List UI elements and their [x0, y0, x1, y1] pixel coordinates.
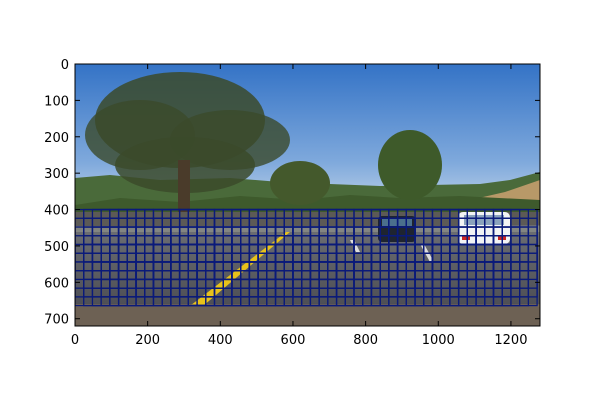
y-tick-label: 300 [44, 167, 69, 182]
y-tick-label: 500 [44, 240, 69, 255]
search-window-grid [75, 208, 538, 307]
white-lane-mark [350, 240, 360, 252]
y-tick-label: 400 [44, 204, 69, 219]
x-tick-label: 400 [208, 333, 233, 348]
x-tick-label: 0 [71, 333, 79, 348]
x-tick-label: 1200 [494, 333, 527, 348]
search-window [501, 270, 538, 307]
x-tick-label: 200 [135, 333, 160, 348]
road-scene-photo [75, 64, 540, 326]
x-axis: 0 200 400 600 800 1000 1200 [71, 64, 527, 348]
center-tree [270, 161, 330, 205]
y-tick-label: 0 [61, 58, 69, 73]
y-tick-label: 700 [44, 313, 69, 328]
large-tree [85, 72, 290, 220]
right-tree [378, 130, 442, 200]
y-axis: 0 100 200 300 400 500 600 700 [44, 58, 540, 328]
y-tick-label: 600 [44, 276, 69, 291]
axes-frame [74, 63, 541, 327]
x-tick-label: 800 [353, 333, 378, 348]
x-tick-label: 600 [281, 333, 306, 348]
foreground-dirt [75, 305, 540, 326]
y-tick-label: 100 [44, 94, 69, 109]
y-tick-label: 200 [44, 131, 69, 146]
x-tick-label: 1000 [422, 333, 455, 348]
median [75, 226, 540, 232]
yellow-lane-line [182, 232, 290, 312]
